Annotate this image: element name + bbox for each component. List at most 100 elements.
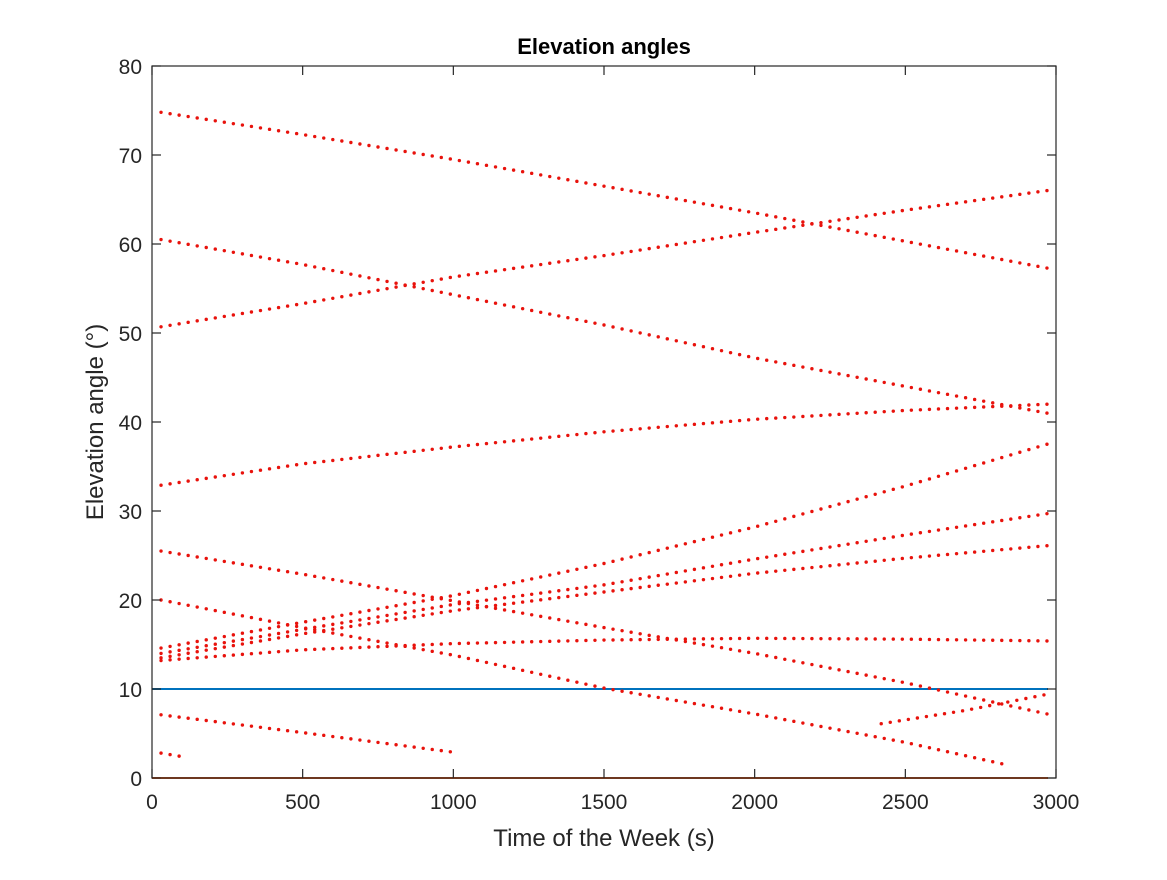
data-point xyxy=(656,637,660,642)
data-point xyxy=(213,608,217,613)
data-point xyxy=(647,575,651,579)
data-point xyxy=(1000,455,1004,460)
data-point xyxy=(376,288,380,292)
data-point xyxy=(267,307,272,311)
data-point xyxy=(882,490,886,494)
data-point xyxy=(412,282,416,286)
data-point xyxy=(258,565,263,569)
series-12 xyxy=(159,751,181,758)
data-point xyxy=(484,270,489,274)
data-point xyxy=(620,428,624,432)
data-point xyxy=(792,514,796,519)
data-point xyxy=(692,200,697,204)
data-point xyxy=(267,256,272,261)
data-point xyxy=(837,412,841,417)
data-point xyxy=(186,656,190,661)
data-point xyxy=(719,205,724,209)
data-point xyxy=(647,333,651,337)
data-point xyxy=(385,452,389,457)
data-point xyxy=(810,723,814,727)
data-point xyxy=(620,588,624,592)
data-point xyxy=(575,621,579,625)
data-point xyxy=(168,482,172,486)
data-point xyxy=(792,567,796,572)
data-point xyxy=(963,406,968,410)
data-point xyxy=(629,630,633,634)
data-point xyxy=(358,142,362,146)
data-point xyxy=(1036,409,1040,414)
data-point xyxy=(954,752,959,756)
data-point xyxy=(737,649,742,653)
data-point xyxy=(322,624,326,628)
data-point xyxy=(801,512,805,516)
data-point xyxy=(665,244,669,248)
data-point xyxy=(584,431,588,436)
data-point xyxy=(972,550,977,554)
data-point xyxy=(493,584,498,589)
data-point xyxy=(276,258,281,262)
data-point xyxy=(313,732,317,736)
data-point xyxy=(313,630,317,634)
data-point xyxy=(575,638,579,643)
data-point xyxy=(511,439,516,443)
data-point xyxy=(331,458,335,463)
data-point xyxy=(593,638,597,642)
data-point xyxy=(882,637,886,641)
chart-title: Elevation angles xyxy=(517,34,691,59)
data-point xyxy=(801,549,805,554)
data-point xyxy=(1027,262,1031,267)
data-point xyxy=(267,650,272,655)
data-point xyxy=(728,419,733,424)
data-point xyxy=(412,614,416,619)
data-point xyxy=(924,714,929,719)
data-point xyxy=(945,750,950,754)
data-point xyxy=(927,205,932,209)
data-point xyxy=(177,552,181,556)
data-point xyxy=(837,218,841,222)
data-point xyxy=(303,133,308,137)
data-point xyxy=(945,247,950,251)
data-point xyxy=(340,633,344,637)
data-point xyxy=(765,570,769,574)
data-point xyxy=(746,526,751,531)
data-point xyxy=(765,714,769,718)
data-point xyxy=(258,725,263,730)
data-point xyxy=(593,684,597,688)
data-point xyxy=(439,290,443,295)
data-point xyxy=(936,528,941,532)
data-point xyxy=(692,641,697,645)
data-point xyxy=(1036,639,1040,643)
data-point xyxy=(954,551,959,556)
data-point xyxy=(511,266,516,271)
data-point xyxy=(810,414,814,418)
x-axis-label: Time of the Week (s) xyxy=(493,825,714,852)
data-point xyxy=(240,123,245,127)
data-point xyxy=(367,645,371,649)
data-point xyxy=(448,603,453,607)
data-point xyxy=(683,580,688,584)
data-point xyxy=(285,623,290,627)
series-4 xyxy=(159,402,1049,487)
data-point xyxy=(213,646,217,651)
data-point xyxy=(774,655,778,660)
data-point xyxy=(493,269,498,273)
data-point xyxy=(204,718,208,723)
data-point xyxy=(520,640,525,644)
data-point xyxy=(864,214,868,218)
series-11 xyxy=(159,713,453,754)
data-point xyxy=(647,246,651,251)
data-point xyxy=(783,226,787,230)
data-point xyxy=(548,639,552,644)
y-tick-label: 10 xyxy=(119,679,142,702)
data-point xyxy=(204,556,208,561)
data-point xyxy=(186,114,190,119)
data-point xyxy=(466,273,471,277)
data-point xyxy=(765,522,769,526)
data-point xyxy=(430,642,434,647)
data-point xyxy=(864,637,868,641)
data-point xyxy=(349,737,353,741)
data-point xyxy=(168,323,172,327)
data-point xyxy=(313,134,317,139)
data-point xyxy=(249,629,254,634)
data-point xyxy=(340,294,344,299)
